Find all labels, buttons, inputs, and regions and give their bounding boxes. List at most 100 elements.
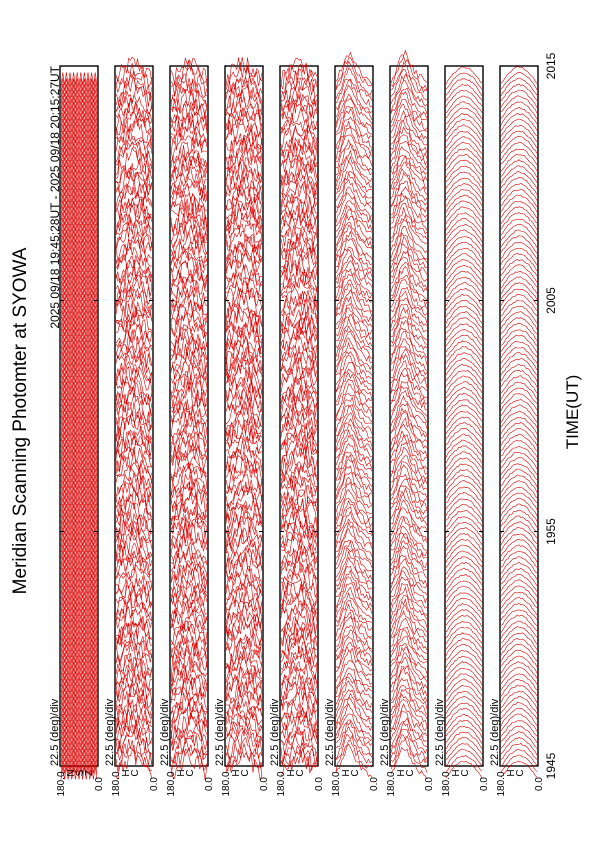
- scan-trace: [60, 731, 98, 745]
- scan-trace: [60, 679, 98, 692]
- scan-trace: [500, 713, 538, 732]
- scan-trace: [500, 83, 538, 102]
- scan-trace: [60, 130, 98, 144]
- scan-trace: [500, 544, 538, 563]
- scan-trace: [335, 214, 373, 249]
- scan-trace: [280, 242, 318, 274]
- scan-trace: [335, 481, 373, 514]
- scan-trace: [500, 223, 538, 241]
- y-bottom-label: 0.0: [479, 777, 490, 791]
- scan-trace: [60, 661, 98, 675]
- scan-trace: [500, 264, 538, 283]
- scan-trace: [445, 78, 483, 97]
- scan-trace: [390, 493, 428, 526]
- scan-trace: [115, 714, 153, 744]
- scan-trace: [115, 114, 153, 144]
- scale-label: 22.5 (deg)/div: [489, 698, 501, 766]
- scan-trace: [445, 696, 483, 714]
- scan-trace: [500, 299, 538, 317]
- scan-trace: [390, 515, 428, 552]
- scan-trace: [445, 422, 483, 439]
- scan-trace: [445, 200, 483, 218]
- scan-trace: [115, 500, 153, 527]
- scan-trace: [335, 246, 373, 277]
- scan-trace: [335, 472, 373, 505]
- scan-trace: [445, 236, 483, 254]
- scan-trace: [225, 107, 263, 134]
- scan-trace: [225, 529, 263, 559]
- scan-trace: [225, 646, 263, 674]
- scan-trace: [390, 338, 428, 371]
- scan-trace: [500, 463, 538, 481]
- scan-trace: [390, 566, 428, 596]
- scan-trace: [280, 520, 318, 552]
- scan-trace: [280, 214, 318, 239]
- y-top-label: 180.0: [166, 771, 177, 796]
- x-tick-label: 1955: [544, 518, 558, 545]
- scan-trace: [170, 179, 208, 202]
- scan-trace: [390, 626, 428, 654]
- scan-trace: [115, 347, 153, 380]
- scan-trace: [335, 412, 373, 447]
- scan-trace: [445, 451, 483, 469]
- scan-trace: [115, 223, 153, 252]
- scan-trace: [335, 51, 373, 85]
- scan-trace: [500, 678, 538, 697]
- scan-trace: [445, 416, 483, 435]
- scan-trace: [115, 320, 153, 344]
- y-bottom-label: 0.0: [424, 777, 435, 791]
- scan-trace: [335, 383, 373, 417]
- scan-trace: [335, 179, 373, 210]
- scan-trace: [170, 713, 208, 746]
- scan-trace: [60, 253, 98, 267]
- scan-trace: [225, 665, 263, 691]
- scan-trace: [445, 119, 483, 137]
- scan-trace: [500, 130, 538, 149]
- scan-trace: [390, 636, 428, 664]
- scan-trace: [335, 57, 373, 89]
- scan-trace: [500, 340, 538, 358]
- scan-trace: [60, 95, 98, 109]
- scan-trace: [390, 643, 428, 674]
- scan-trace: [390, 348, 428, 380]
- scan-trace: [225, 386, 263, 413]
- scan-trace: [445, 112, 483, 131]
- scan-trace: [115, 425, 153, 454]
- scan-trace: [60, 638, 98, 652]
- scan-trace: [445, 381, 483, 400]
- scan-trace: [335, 725, 373, 760]
- scan-trace: [445, 720, 483, 738]
- scan-trace: [335, 586, 373, 619]
- scan-trace: [390, 738, 428, 773]
- scan-trace: [60, 626, 98, 640]
- scan-trace: [115, 461, 153, 484]
- scan-trace: [170, 560, 208, 589]
- scan-trace: [60, 183, 98, 197]
- scan-trace: [390, 434, 428, 470]
- scan-trace: [445, 521, 483, 539]
- scan-trace: [280, 483, 318, 507]
- scan-trace: [280, 136, 318, 161]
- scan-trace: [390, 455, 428, 485]
- scan-trace: [500, 206, 538, 224]
- scan-trace: [445, 95, 483, 114]
- scan-trace: [280, 673, 318, 706]
- scan-trace: [280, 221, 318, 246]
- scan-trace: [335, 625, 373, 653]
- scan-trace: [225, 454, 263, 484]
- scan-trace: [225, 736, 263, 769]
- scan-trace: [225, 96, 263, 128]
- scan-trace: [280, 293, 318, 327]
- scan-trace: [115, 644, 153, 675]
- scan-trace: [390, 478, 428, 510]
- scan-trace: [115, 435, 153, 460]
- scan-trace: [170, 134, 208, 159]
- scan-trace: [390, 297, 428, 328]
- scan-trace: [60, 241, 98, 255]
- scan-trace: [445, 632, 483, 650]
- scan-trace: [445, 72, 483, 90]
- scan-trace: [335, 60, 373, 96]
- scan-trace: [500, 673, 538, 691]
- scan-trace: [280, 475, 318, 506]
- scan-trace: [225, 258, 263, 284]
